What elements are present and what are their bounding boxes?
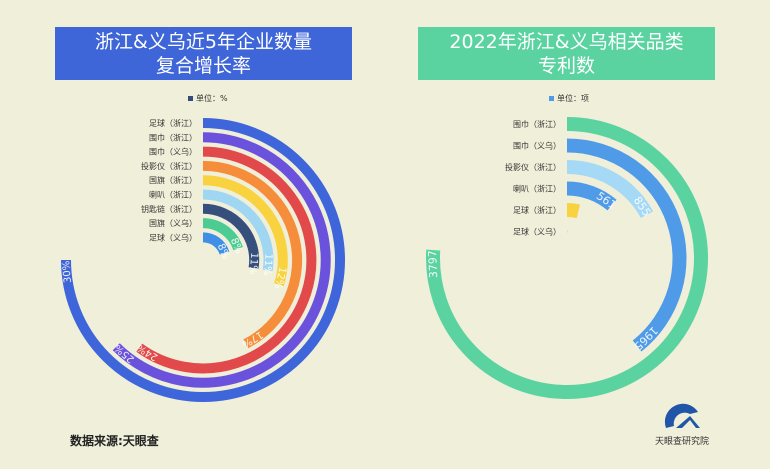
right-arc-4 [566,203,581,219]
left-chart-title: 浙江&义乌近5年企业数量 复合增长率 [55,27,352,80]
left-category-label: 足球（浙江） [149,118,197,128]
right-chart-title: 2022年浙江&义乌相关品类 专利数 [418,27,715,80]
left-value-label: 8% [215,242,231,261]
right-radial-chart: 围巾（浙江）3797围巾（义乌）1965投影仪（浙江）855喇叭（浙江）561足… [426,117,708,399]
right-unit-legend: 单位：项 [549,93,589,104]
left-category-label: 足球（义乌） [149,232,197,242]
left-radial-chart: 足球（浙江）30%围巾（浙江）25%围巾（义乌）24%投影仪（浙江）17%国旗（… [61,118,345,402]
left-arc-3 [202,160,303,349]
left-arc-1 [112,132,331,388]
left-value-label: 12% [272,266,288,290]
logo-icon [664,403,700,428]
left-value-label: 30% [61,260,74,283]
left-value-label: 11% [261,253,274,276]
left-chart-title-line2: 复合增长率 [155,55,251,77]
right-category-label: 足球（义乌） [513,227,561,237]
left-arc-5 [202,189,274,272]
left-category-label: 国旗（浙江） [149,175,197,185]
left-chart-title-line1: 浙江&义乌近5年企业数量 [95,31,312,53]
right-category-label: 围巾（义乌） [513,141,561,151]
left-arc-6 [202,203,260,269]
right-category-label: 投影仪（浙江） [505,162,561,172]
left-category-label: 钥匙链（浙江） [141,204,197,214]
logo: 天眼查研究院 [652,400,712,447]
right-unit-label: 单位：项 [557,94,589,103]
left-unit-legend: 单位：% [188,93,228,104]
left-arc-0 [61,118,345,402]
left-arc-7 [202,218,243,251]
right-arc-0 [426,117,708,399]
right-category-label: 喇叭（浙江） [513,184,561,194]
right-value-label: 3797 [426,250,440,279]
left-arc-8 [202,232,230,255]
right-arc-3 [566,181,617,211]
right-category-label: 围巾（浙江） [513,119,561,129]
left-category-label: 围巾（义乌） [149,147,197,157]
right-chart-title-line1: 2022年浙江&义乌相关品类 [449,31,684,53]
right-chart-title-line2: 专利数 [537,55,595,77]
right-category-label: 足球（浙江） [513,205,561,215]
left-arc-2 [136,146,317,374]
left-category-label: 围巾（浙江） [149,132,197,142]
logo-text: 天眼查研究院 [654,437,709,447]
left-category-label: 国旗（义乌） [149,218,197,228]
right-arc-2 [566,160,654,219]
left-arc-4 [202,175,288,287]
left-category-label: 喇叭（浙江） [149,190,197,200]
left-category-label: 投影仪（浙江） [141,161,197,171]
right-arc-1 [566,138,687,352]
data-source: 数据来源:天眼查 [70,434,159,448]
left-value-label: 11% [247,252,260,275]
left-unit-label: 单位：% [196,94,228,103]
legend-swatch-icon [549,96,554,101]
legend-swatch-icon [188,96,193,101]
